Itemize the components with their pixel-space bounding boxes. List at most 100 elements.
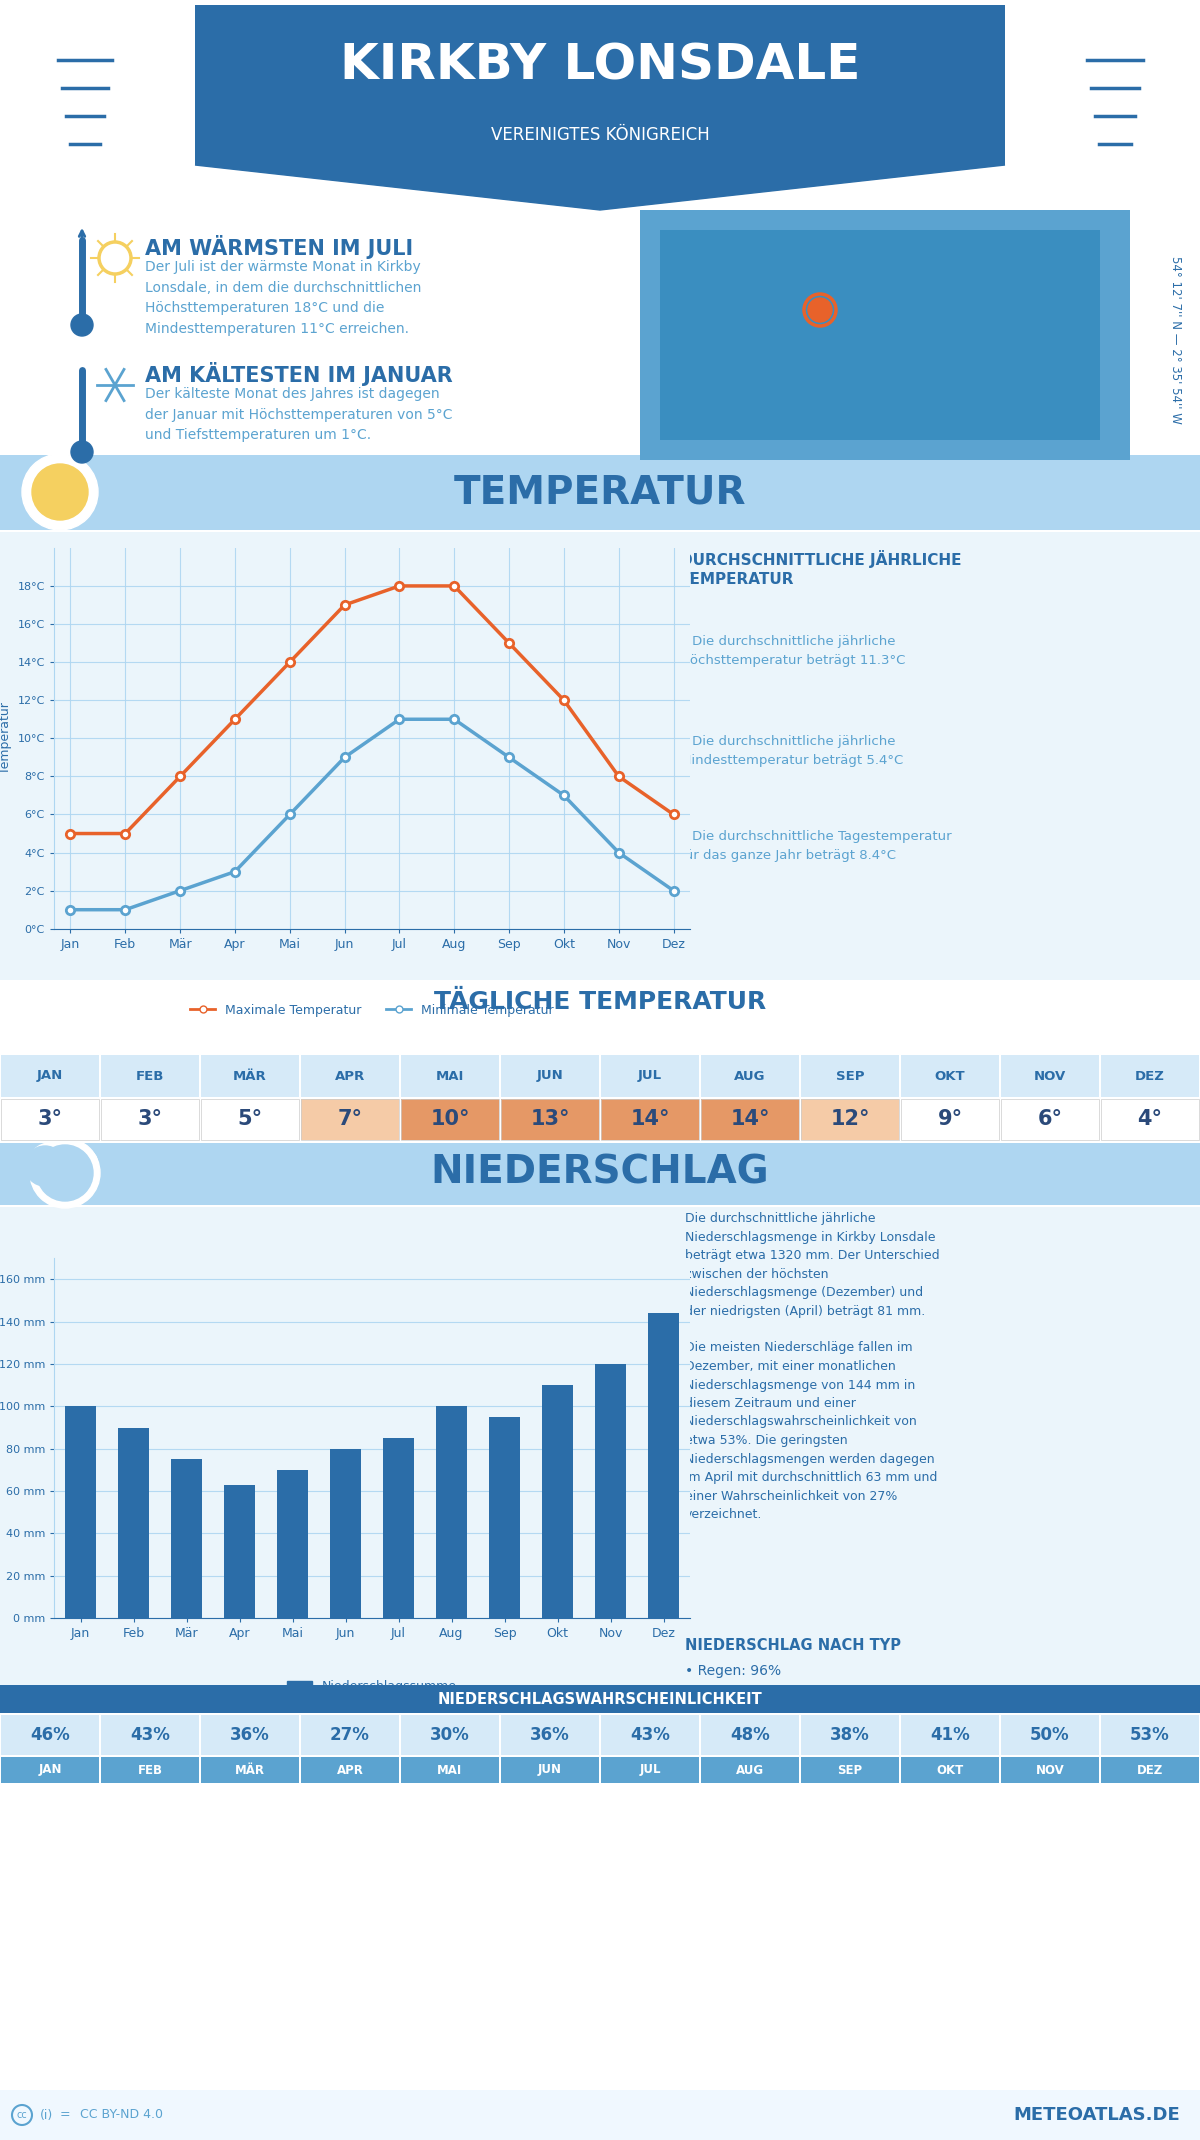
Bar [901,1100,998,1141]
Bar [701,1055,799,1098]
Text: AUG: AUG [734,1070,766,1083]
Text: 6°: 6° [1038,1109,1062,1130]
Text: 3°: 3° [138,1109,162,1130]
Text: 43%: 43% [130,1727,170,1744]
Bar [118,1427,149,1618]
Text: Der kälteste Monat des Jahres ist dagegen
der Januar mit Höchsttemperaturen von : Der kälteste Monat des Jahres ist dagege… [145,387,452,443]
Text: 12°: 12° [830,1109,870,1130]
Bar [701,1100,799,1141]
Bar [1001,1055,1099,1098]
Text: JUN: JUN [538,1763,562,1776]
Bar [502,1055,599,1098]
Text: • Die durchschnittliche jährliche
Mindesttemperatur beträgt 5.4°C: • Die durchschnittliche jährliche Mindes… [680,734,904,766]
Bar [802,1757,899,1783]
Text: 14°: 14° [731,1109,769,1130]
Text: 5°: 5° [238,1109,263,1130]
Text: NIEDERSCHLAGSWAHRSCHEINLICHKEIT: NIEDERSCHLAGSWAHRSCHEINLICHKEIT [438,1691,762,1706]
Text: NIEDERSCHLAG NACH TYP: NIEDERSCHLAG NACH TYP [685,1637,901,1652]
Bar [1,1100,98,1141]
Bar [640,210,1130,460]
Text: 36%: 36% [530,1727,570,1744]
Text: Der Juli ist der wärmste Monat in Kirkby
Lonsdale, in dem die durchschnittlichen: Der Juli ist der wärmste Monat in Kirkby… [145,259,421,336]
Bar [488,1417,521,1618]
Bar [1102,1757,1199,1783]
Bar [101,1757,199,1783]
Circle shape [808,297,832,321]
Text: 14°: 14° [630,1109,670,1130]
Text: NOV: NOV [1036,1763,1064,1776]
Bar [401,1100,499,1141]
Text: DEZ: DEZ [1135,1070,1165,1083]
Bar [0,984,1200,1051]
Bar [1,1714,98,1755]
Bar [502,1714,599,1755]
Text: MAI: MAI [436,1070,464,1083]
Text: SEP: SEP [838,1763,863,1776]
Text: =: = [60,2108,71,2121]
Text: JAN: JAN [38,1763,61,1776]
Bar [502,1757,599,1783]
Text: 50%: 50% [1030,1727,1070,1744]
Bar [101,1100,199,1141]
Text: MÄR: MÄR [233,1070,266,1083]
Bar [1102,1714,1199,1755]
Bar [802,1055,899,1098]
Text: 27%: 27% [330,1727,370,1744]
Circle shape [71,441,94,462]
Bar [648,1314,679,1618]
Text: MÄR: MÄR [235,1763,265,1776]
Bar [701,1757,799,1783]
Text: MAI: MAI [437,1763,463,1776]
Text: • Die durchschnittliche Tagestemperatur
für das ganze Jahr beträgt 8.4°C: • Die durchschnittliche Tagestemperatur … [680,830,952,862]
Bar [1102,1100,1199,1141]
Bar [802,1714,899,1755]
Text: TÄGLICHE TEMPERATUR: TÄGLICHE TEMPERATUR [434,991,766,1014]
Bar [202,1055,299,1098]
Bar [301,1055,398,1098]
Bar [1001,1100,1099,1141]
Bar [1,1055,98,1098]
Text: APR: APR [335,1070,365,1083]
Text: 7°: 7° [337,1109,362,1130]
Text: DEZ: DEZ [1136,1763,1163,1776]
Bar [202,1757,299,1783]
Text: Die durchschnittliche jährliche
Niederschlagsmenge in Kirkby Lonsdale
beträgt et: Die durchschnittliche jährliche Niedersc… [685,1211,940,1522]
Circle shape [28,1143,72,1188]
Text: JUL: JUL [638,1070,662,1083]
Bar [1001,1100,1099,1141]
Bar [202,1714,299,1755]
Text: FEB: FEB [136,1070,164,1083]
Bar [502,1100,599,1141]
Legend: Maximale Temperatur, Minimale Temperatur: Maximale Temperatur, Minimale Temperatur [185,999,559,1021]
Bar [101,1055,199,1098]
Text: VEREINIGTES KÖNIGREICH: VEREINIGTES KÖNIGREICH [491,126,709,143]
Bar [401,1757,499,1783]
Text: 4°: 4° [1138,1109,1163,1130]
Text: • Regen: 96%
• Schnee: 4%: • Regen: 96% • Schnee: 4% [685,1665,781,1701]
Text: 48%: 48% [730,1727,770,1744]
Text: 30%: 30% [430,1727,470,1744]
Text: 46%: 46% [30,1727,70,1744]
Bar [601,1100,698,1141]
Bar [0,533,1200,980]
Bar [601,1100,698,1141]
Bar [901,1757,998,1783]
Bar [0,456,1200,531]
Bar [65,1406,96,1618]
Bar [1001,1757,1099,1783]
Bar [401,1714,499,1755]
Bar [541,1385,574,1618]
Circle shape [22,454,98,531]
Bar [330,1449,361,1618]
Bar [301,1100,398,1141]
Bar [901,1100,998,1141]
Text: 36%: 36% [230,1727,270,1744]
Bar [0,2091,1200,2140]
Text: JUN: JUN [536,1070,563,1083]
Bar [301,1714,398,1755]
Text: 41%: 41% [930,1727,970,1744]
Text: 38%: 38% [830,1727,870,1744]
Text: TEMPERATUR: TEMPERATUR [454,473,746,511]
Bar [1102,1055,1199,1098]
Legend: Niederschlagssumme: Niederschlagssumme [282,1676,462,1697]
